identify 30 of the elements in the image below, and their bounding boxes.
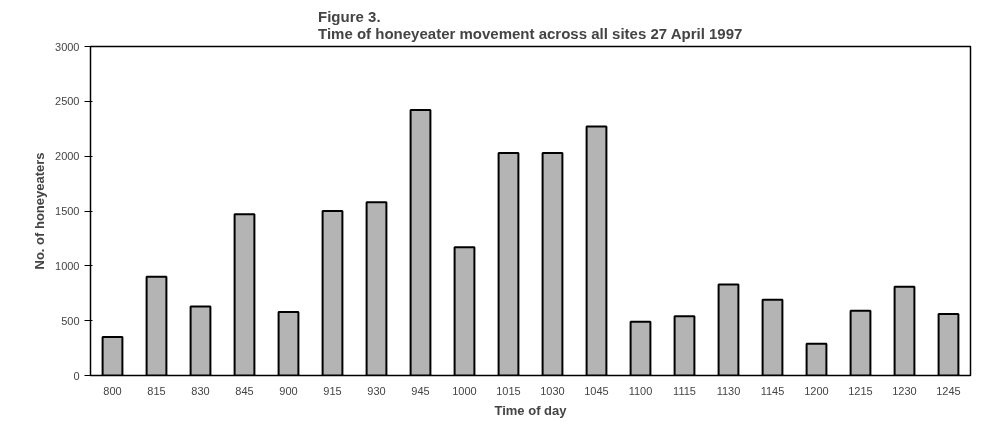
x-tick-label: 1030 xyxy=(540,384,565,397)
x-tick-label: 800 xyxy=(103,384,122,397)
x-tick-label: 1215 xyxy=(848,384,873,397)
y-tick-label: 3000 xyxy=(55,40,80,53)
x-tick-label: 830 xyxy=(191,384,210,397)
x-tick-label: 915 xyxy=(323,384,342,397)
y-tick-label: 0 xyxy=(73,369,80,382)
y-tick-label: 2000 xyxy=(55,150,80,163)
y-tick-label: 500 xyxy=(61,314,80,327)
y-axis-title: No. of honeyeaters xyxy=(32,152,48,270)
x-tick-label: 900 xyxy=(279,384,298,397)
x-tick-label: 1230 xyxy=(892,384,917,397)
x-tick-label: 1200 xyxy=(804,384,829,397)
x-tick-label: 1245 xyxy=(936,384,961,397)
y-tick-label: 1000 xyxy=(55,259,80,272)
x-tick-label: 1115 xyxy=(673,384,696,397)
chart-title: Figure 3. Time of honeyeater movement across all sites 27 April 1997 xyxy=(318,7,743,42)
y-tick-label: 2500 xyxy=(55,95,80,108)
x-tick-label: 945 xyxy=(411,384,430,397)
x-tick-label: 1000 xyxy=(452,384,477,397)
x-tick-label: 1145 xyxy=(760,384,785,397)
x-tick-label: 815 xyxy=(147,384,166,397)
x-tick-label: 1100 xyxy=(628,384,653,397)
x-tick-label: 1130 xyxy=(716,384,741,397)
x-axis-title: Time of day xyxy=(494,402,568,418)
x-tick-label: 845 xyxy=(235,384,254,397)
x-tick-label: 930 xyxy=(367,384,386,397)
x-tick-label: 1015 xyxy=(496,384,521,397)
x-tick-label: 1045 xyxy=(584,384,609,397)
y-tick-label: 1500 xyxy=(55,205,80,217)
